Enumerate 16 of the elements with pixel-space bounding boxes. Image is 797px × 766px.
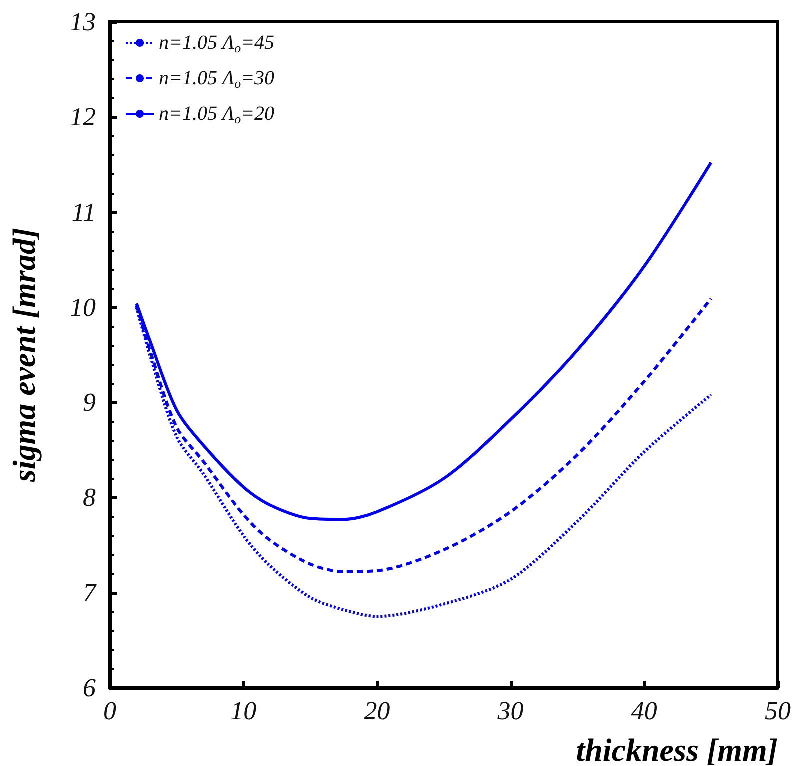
x-tick-label: 10 [230, 696, 257, 726]
x-tick-label: 40 [631, 696, 658, 726]
x-tick-label: 20 [364, 696, 390, 726]
y-axis-title: sigma event [mrad] [6, 228, 42, 484]
y-tick-label: 10 [70, 292, 96, 322]
y-tick-label: 8 [83, 483, 96, 512]
y-tick-label: 13 [70, 8, 96, 36]
x-tick-label: 30 [496, 696, 524, 726]
y-tick-label: 6 [83, 674, 96, 702]
y-tick-label: 7 [83, 578, 97, 608]
y-tick-label: 12 [70, 102, 96, 132]
x-axis-title: thickness [mm] [576, 732, 778, 766]
x-tick-label: 0 [104, 696, 116, 726]
y-tick-label: 11 [72, 198, 96, 227]
y-tick-label: 9 [83, 388, 96, 418]
x-tick-label: 50 [765, 696, 791, 726]
